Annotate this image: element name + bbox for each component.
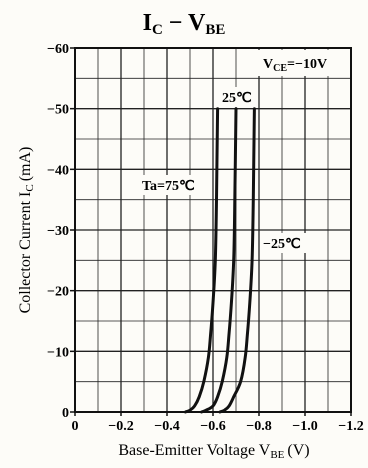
y-tick-label: −20: [47, 285, 69, 300]
x-axis-ticks: 0 −0.2 −0.4 −0.6 −0.8 −1.0 −1.2: [72, 412, 364, 434]
y-axis-label-sub: C: [24, 184, 36, 191]
y-axis-label-main: Collector Current I: [17, 192, 34, 314]
series-group: [183, 107, 256, 414]
condition-box: [256, 50, 349, 76]
y-tick-label: −30: [47, 224, 69, 239]
series-line: [200, 107, 238, 414]
y-tick-label: 0: [62, 406, 69, 421]
condition-label: VCE=−10V: [263, 57, 327, 74]
x-tick-label: −1.2: [338, 419, 363, 434]
title-mid: − V: [163, 10, 206, 36]
title-sub2: BE: [205, 22, 225, 38]
y-tick-label: −50: [47, 103, 69, 118]
y-axis-label: Collector Current IC (mA): [17, 147, 36, 314]
x-tick-label: −0.2: [108, 419, 133, 434]
x-tick-label: −0.4: [154, 419, 179, 434]
title-main: I: [143, 10, 152, 36]
x-axis-label-main: Base-Emitter Voltage V: [118, 442, 270, 459]
annotation-75c: Ta=75℃: [142, 179, 195, 194]
ann-75-bg: [139, 175, 211, 195]
x-tick-label: −1.0: [292, 419, 317, 434]
x-tick-label: −0.6: [200, 419, 225, 434]
grid: [75, 48, 351, 412]
y-axis-ticks: 0 −10 −20 −30 −40 −50 −60: [47, 42, 75, 421]
ann-25-bg: [220, 87, 256, 107]
y-tick-label: −60: [47, 42, 69, 57]
x-tick-label: 0: [72, 419, 79, 434]
annotation-minus25c: −25℃: [263, 237, 301, 252]
x-axis-label-unit: (V): [287, 442, 309, 459]
y-axis-label-unit: (mA): [17, 147, 34, 182]
y-tick-label: −40: [47, 163, 69, 178]
chart-title: IC − VBE: [143, 10, 226, 38]
series-line: [183, 107, 220, 414]
x-axis-label: Base-Emitter Voltage VBE (V): [118, 442, 309, 461]
annotation-25c: 25℃: [222, 91, 252, 106]
title-sub1: C: [152, 22, 163, 38]
x-tick-label: −0.8: [246, 419, 271, 434]
condition-sub: CE: [273, 63, 287, 74]
ann-m25-bg: [261, 233, 311, 253]
series-line: [218, 107, 256, 414]
x-axis-label-sub: BE: [270, 449, 284, 461]
condition-value: =−10V: [287, 57, 327, 72]
condition-main: V: [263, 57, 273, 72]
y-tick-label: −10: [47, 345, 69, 360]
